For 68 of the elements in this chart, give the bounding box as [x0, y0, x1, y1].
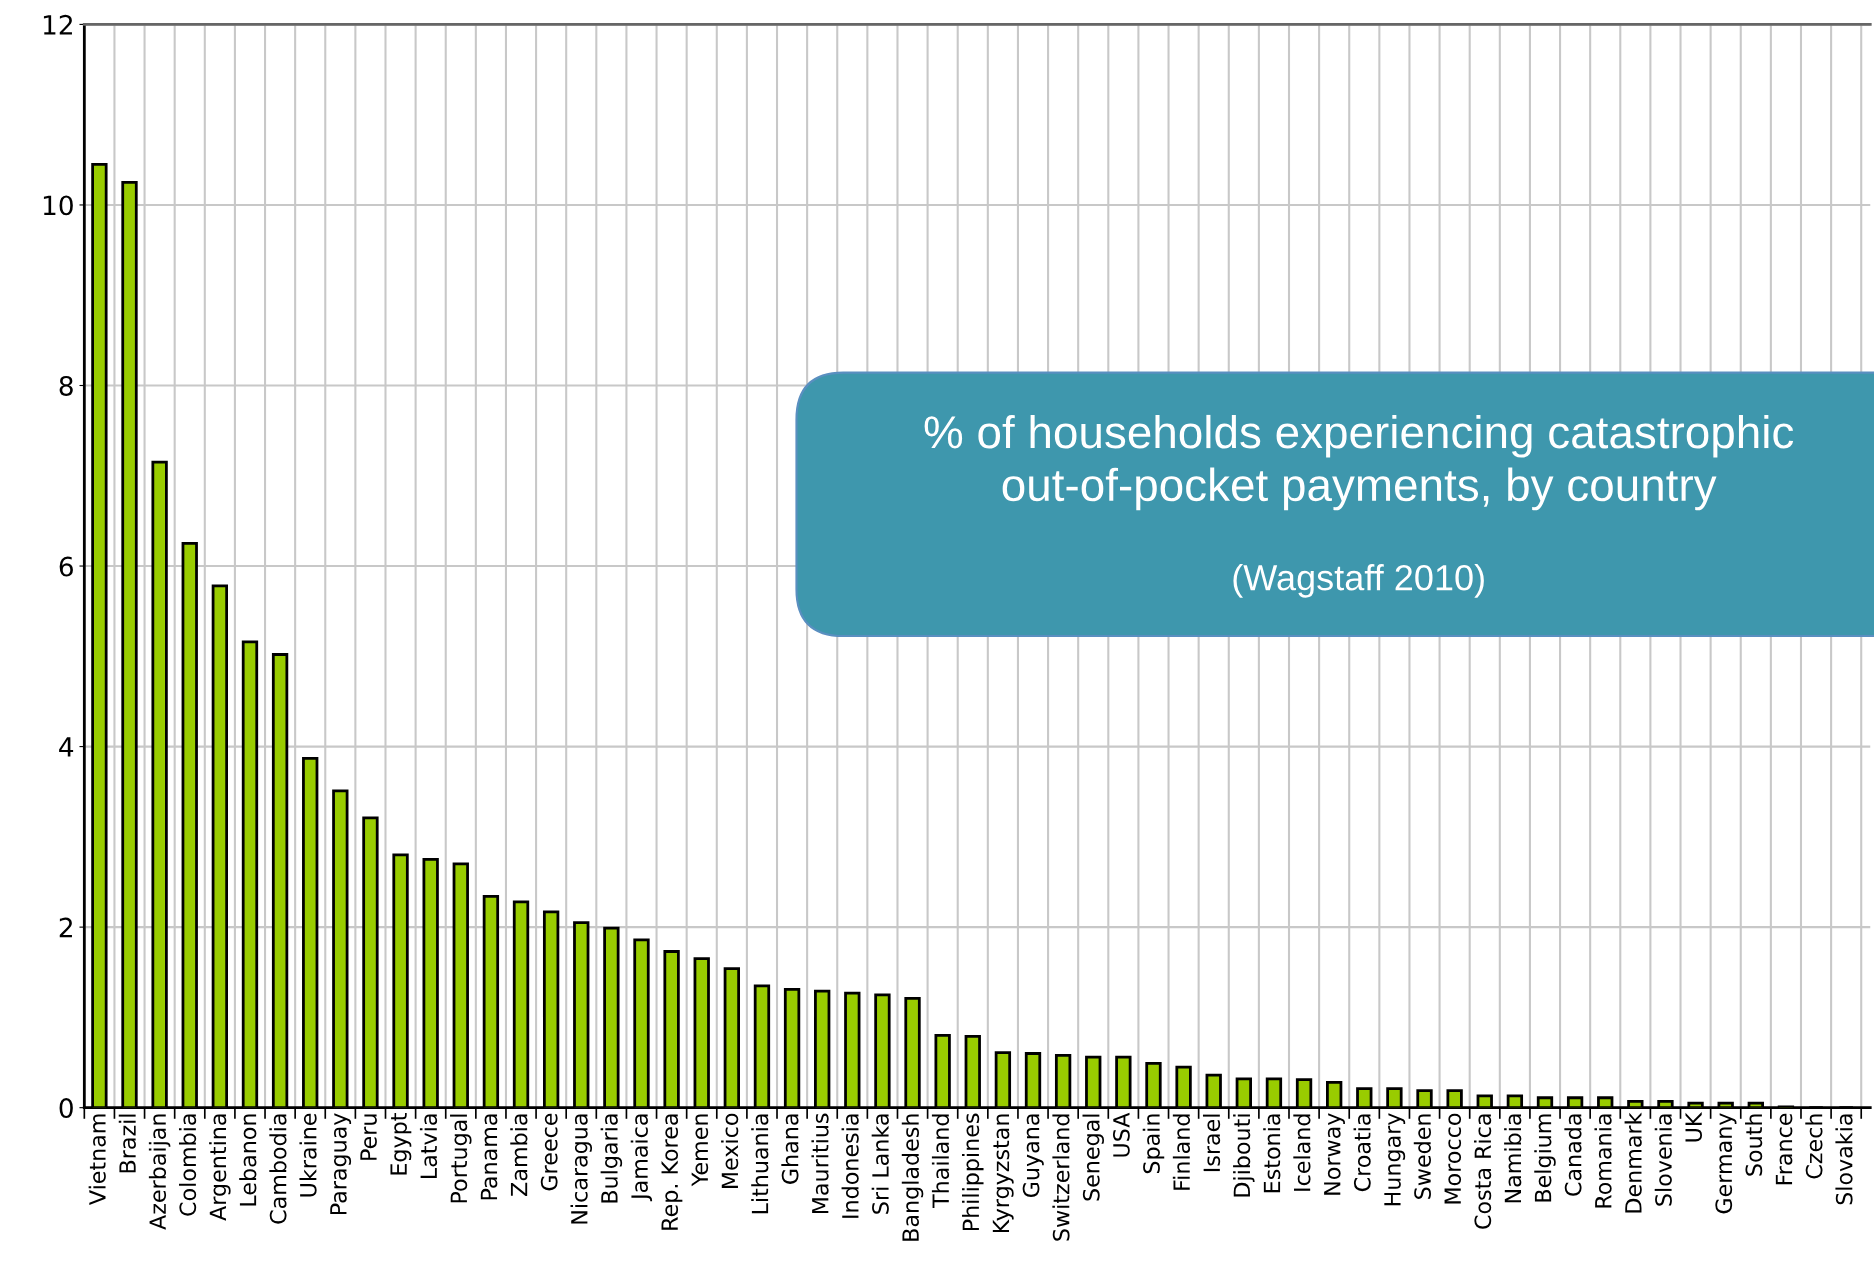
x-tick-label: Zambia — [510, 1114, 528, 1196]
y-tick-label: 8 — [59, 375, 73, 396]
x-tick-label: Germany — [1715, 1113, 1737, 1214]
x-tick-label: Finland — [1172, 1114, 1191, 1190]
x-tick-label: Paraguay — [330, 1113, 352, 1215]
x-tick-label: Peru — [360, 1114, 377, 1160]
x-tick-label: Guyana — [1022, 1114, 1044, 1198]
x-tick-label: Morocco — [1444, 1113, 1462, 1204]
x-tick-label: Panama — [480, 1114, 498, 1200]
x-tick-label: Thailand — [931, 1114, 950, 1209]
x-tick-label: UK — [1685, 1112, 1703, 1142]
x-tick-label: Colombia — [178, 1114, 197, 1216]
x-tick-label: Denmark — [1624, 1112, 1642, 1213]
x-tick-label: Kyrgyzstan — [992, 1114, 1014, 1233]
x-tick-label: France — [1775, 1113, 1793, 1185]
x-tick-label: Latvia — [419, 1114, 438, 1179]
x-tick-label: Lithuania — [751, 1114, 769, 1214]
text: % of households experiencing catastrophic out-of-pocket payments, by country — [924, 414, 1794, 511]
x-tick-label: Spain — [1142, 1114, 1165, 1174]
x-tick-label: Egypt — [390, 1113, 412, 1175]
x-tick-label: USA — [1113, 1112, 1130, 1157]
x-tick-label: Slovenia — [1654, 1114, 1672, 1206]
x-tick-label: Jamaica — [630, 1114, 653, 1202]
x-tick-label: Nicaragua — [570, 1114, 593, 1224]
y-tick-label: 6 — [59, 556, 73, 577]
x-tick-label: Rep. Korea — [661, 1114, 683, 1230]
x-tick-label: South — [1745, 1114, 1763, 1176]
x-tick-label: Croatia — [1353, 1114, 1371, 1192]
x-tick-label: Indonesia — [841, 1114, 859, 1218]
x-tick-label: Portugal — [450, 1114, 472, 1203]
y-tick-label: 12 — [43, 14, 72, 35]
x-tick-label: Brazil — [118, 1114, 136, 1173]
y-tick-label: 0 — [59, 1098, 73, 1119]
x-tick-label: Czech — [1805, 1114, 1823, 1179]
y-tick-label: 4 — [59, 737, 74, 757]
x-tick-label: Bangladesh — [901, 1114, 924, 1241]
x-tick-label: Bulgaria — [600, 1114, 623, 1203]
x-tick-label: Estonia — [1263, 1114, 1281, 1193]
x-tick-label: Mexico — [721, 1113, 739, 1188]
x-tick-label: Slovakia — [1835, 1114, 1853, 1205]
x-tick-label: Vietnam — [88, 1114, 106, 1205]
x-tick-label: Senegal — [1082, 1114, 1104, 1201]
y-tick-label: 2 — [59, 917, 72, 938]
x-tick-label: Philippines — [962, 1113, 984, 1231]
x-tick-label: Norway — [1324, 1113, 1345, 1195]
x-tick-label: Yemen — [691, 1114, 709, 1187]
x-tick-label: Namibia — [1504, 1114, 1522, 1203]
x-tick-label: Iceland — [1293, 1114, 1311, 1191]
x-tick-label: Switzerland — [1052, 1114, 1070, 1241]
text: (Wagstaff 2010) — [1233, 563, 1484, 598]
x-tick-label: Sri Lanka — [871, 1114, 889, 1214]
x-tick-label: Ghana — [781, 1114, 799, 1184]
x-tick-label: Djibouti — [1233, 1114, 1255, 1197]
x-tick-label: Belgium — [1534, 1114, 1556, 1202]
x-tick-label: Lebanon — [239, 1114, 257, 1206]
x-tick-label: Mauritius — [811, 1113, 829, 1214]
x-tick-label: Canada — [1564, 1114, 1582, 1196]
x-tick-label: Argentina — [209, 1114, 231, 1221]
x-tick-label: Cambodia — [269, 1114, 287, 1224]
x-tick-label: Israel — [1202, 1114, 1221, 1172]
x-tick-label: Ukraine — [299, 1113, 317, 1197]
x-tick-label: Azerbaijan — [148, 1114, 171, 1230]
x-tick-label: Hungary — [1384, 1113, 1406, 1206]
x-tick-label: Sweden — [1413, 1114, 1431, 1199]
x-tick-label: Greece — [540, 1113, 558, 1191]
x-tick-label: Costa Rica — [1474, 1114, 1492, 1229]
y-tick-label: 10 — [43, 195, 73, 216]
x-tick-label: Romania — [1594, 1114, 1612, 1208]
